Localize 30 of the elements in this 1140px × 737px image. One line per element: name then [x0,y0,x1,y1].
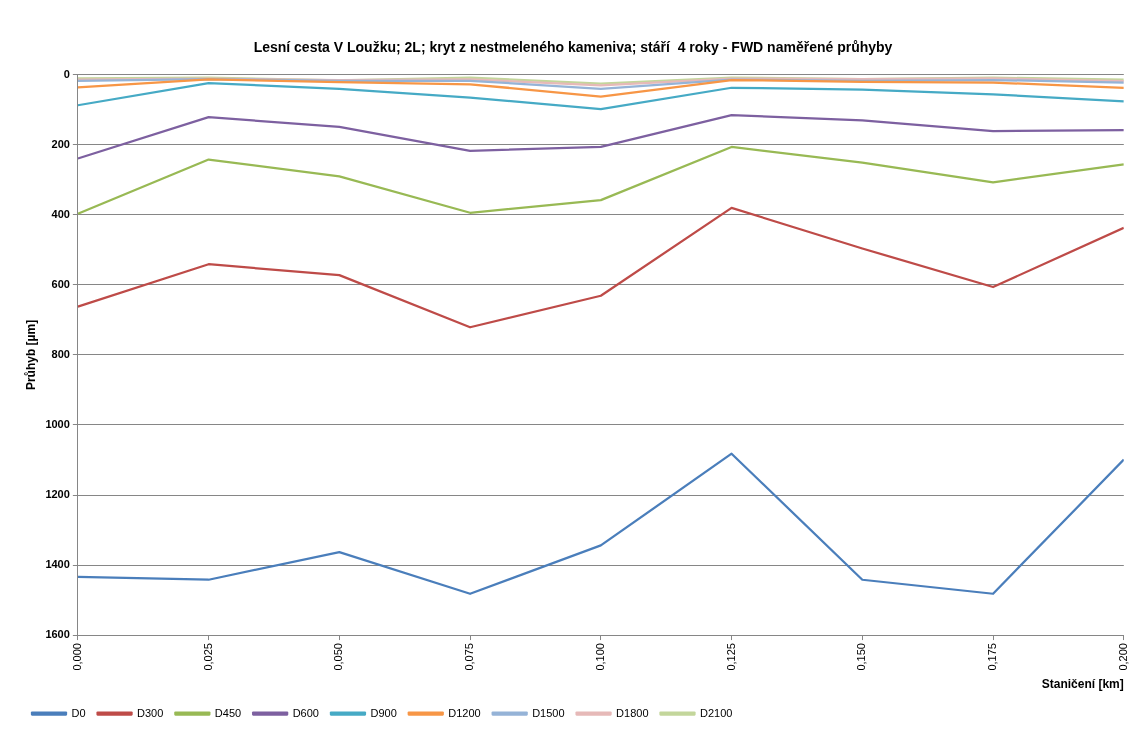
x-axis-title: Staničení [km] [1041,677,1124,692]
legend-label: D450 [214,706,242,719]
legend-label: D1200 [448,706,481,719]
y-tick-label: 800 [51,347,70,360]
x-tick-label: 0,050 [332,643,345,671]
legend-label: D1500 [532,706,565,719]
legend-label: D2100 [699,706,733,719]
legend-label: D600 [292,706,319,719]
legend-label: D300 [137,706,164,719]
chart-title: Lesní cesta V Loužku; 2L; kryt z nestmeleného kameniva; stáří 4 roky - FWD naměřené průhyby [253,39,893,56]
x-tick-label: 0,150 [855,643,868,671]
y-tick-label: 200 [51,137,70,150]
y-tick-label: 1400 [45,558,70,571]
y-tick-label: 0 [63,67,70,80]
x-tick-label: 0,125 [724,643,737,671]
x-tick-label: 0,175 [986,643,999,671]
x-tick-label: 0,075 [463,643,476,671]
x-tick-label: 0,000 [70,643,83,671]
y-tick-label: 1200 [45,488,70,501]
y-axis-title: Průhyb [µm] [23,319,38,391]
legend-label: D1800 [616,706,649,719]
legend-label: D0 [71,706,86,719]
y-tick-label: 400 [51,207,70,220]
legend-label: D900 [370,706,397,719]
y-tick-label: 1000 [45,418,70,430]
x-tick-label: 0,200 [1116,643,1129,671]
y-tick-label: 1600 [45,628,70,641]
x-tick-label: 0,100 [593,643,606,671]
x-tick-label: 0,025 [201,643,214,671]
y-tick-label: 600 [51,277,70,290]
